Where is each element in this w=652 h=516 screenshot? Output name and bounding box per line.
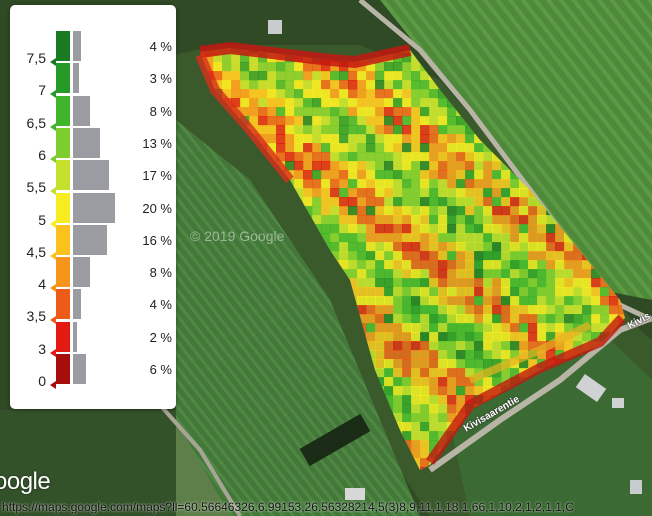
legend-color-swatch: [56, 354, 70, 384]
legend-row: 4 8 %: [10, 257, 176, 293]
legend-share-bar: [73, 224, 107, 255]
legend-value-label: 3: [38, 340, 46, 357]
legend-tick-icon: [50, 348, 56, 357]
legend-row: 7,5 4 %: [10, 31, 176, 66]
legend-share-bar: [73, 354, 86, 384]
legend-percent: 4 %: [149, 39, 172, 54]
legend-value-label: 4: [38, 276, 46, 293]
legend-color-swatch: [56, 224, 70, 255]
map-watermark: © 2019 Google: [190, 228, 285, 244]
legend-tick-icon: [50, 251, 56, 260]
legend-value-label: 3,5: [26, 308, 46, 325]
legend-row: 3 2 %: [10, 321, 176, 357]
road-east: [358, 0, 652, 323]
legend-value-label: 5,5: [26, 179, 46, 196]
crop-field-northeast: [380, 0, 652, 300]
legend-tick-icon: [50, 187, 56, 196]
legend-color-swatch: [56, 31, 70, 61]
legend-color-swatch: [56, 127, 70, 158]
legend-percent: 17 %: [142, 168, 172, 184]
legend-tick-icon: [50, 122, 56, 131]
legend-share-bar: [73, 192, 115, 223]
legend-value-label: 4,5: [26, 243, 46, 260]
legend-percent: 20 %: [142, 200, 172, 216]
legend-row: 6,5 8 %: [10, 95, 176, 131]
legend-color-swatch: [56, 192, 70, 223]
status-url: https://maps.google.com/maps?ll=60.56646…: [2, 500, 574, 514]
legend-tick-icon: [50, 154, 56, 163]
legend-value-label: 6,5: [26, 114, 46, 131]
legend-row: 7 3 %: [10, 63, 176, 99]
legend-value-label: 6: [38, 146, 46, 163]
legend-percent: 8 %: [149, 103, 172, 119]
farm-building: [575, 373, 607, 403]
legend-color-swatch: [56, 63, 70, 94]
legend-percent: 3 %: [149, 71, 172, 87]
legend-value-label: 5: [38, 211, 46, 228]
legend-share-bar: [73, 31, 82, 61]
legend-share-bar: [73, 257, 90, 288]
legend-share-bar: [73, 95, 90, 126]
legend-tick-icon: [50, 90, 56, 99]
legend-row: 4,5 16 %: [10, 224, 176, 260]
legend-tick-icon: [50, 381, 56, 389]
legend-percent: 16 %: [142, 232, 172, 248]
legend-color-swatch: [56, 289, 70, 320]
legend-row: 5 20 %: [10, 192, 176, 228]
legend-percent: 2 %: [149, 329, 172, 345]
legend-tick-icon: [50, 219, 56, 228]
legend-share-bar: [73, 160, 109, 191]
legend-tick-icon: [50, 284, 56, 293]
road-southwest: [158, 403, 242, 516]
status-bar-url: https://maps.google.com/maps?ll=60.56646…: [0, 498, 652, 516]
legend-percent: 4 %: [149, 297, 172, 313]
road-kivisaarentie: [428, 315, 652, 473]
google-logo: oogle: [0, 468, 51, 495]
legend-share-bar: [73, 63, 80, 94]
legend-tick-icon: [50, 58, 56, 66]
legend-value-label: 0: [38, 373, 46, 389]
legend-percent: 6 %: [149, 362, 172, 377]
legend-value-label: 7,5: [26, 50, 46, 66]
legend-color-swatch: [56, 160, 70, 191]
legend-row: 0 6 %: [10, 354, 176, 389]
legend-color-swatch: [56, 95, 70, 126]
legend-color-swatch: [56, 321, 70, 352]
legend-share-bar: [73, 321, 78, 352]
legend-row: 6 13 %: [10, 127, 176, 163]
legend-tick-icon: [50, 316, 56, 325]
legend-share-bar: [73, 289, 82, 320]
yield-legend: 7,5 4 % 7 3 % 6,5 8 % 6 13 % 5,5 17 % 5 20 % 4,5 16 %…: [10, 5, 176, 409]
legend-share-bar: [73, 127, 101, 158]
legend-color-swatch: [56, 257, 70, 288]
legend-row: 5,5 17 %: [10, 160, 176, 196]
legend-row: 3,5 4 %: [10, 289, 176, 325]
legend-percent: 8 %: [149, 265, 172, 281]
legend-percent: 13 %: [142, 135, 172, 151]
house-building: [345, 488, 365, 500]
legend-value-label: 7: [38, 82, 46, 99]
